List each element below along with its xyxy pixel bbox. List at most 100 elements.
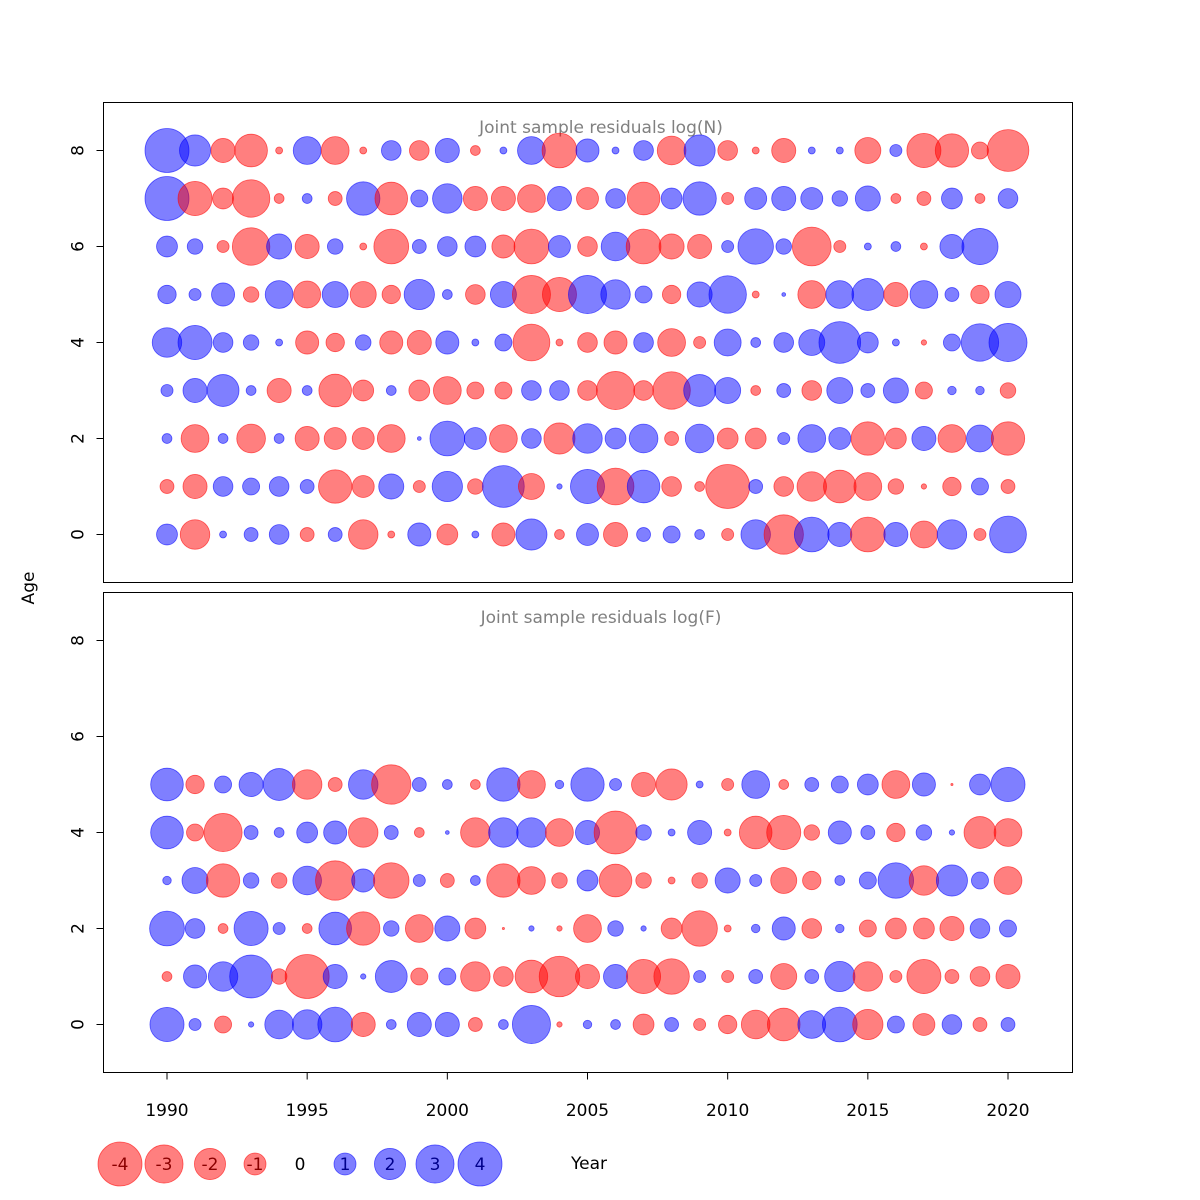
residual-bubble bbox=[744, 187, 768, 210]
residual-bubble bbox=[327, 238, 344, 255]
residual-bubble bbox=[714, 377, 742, 404]
x-tick-label: 2015 bbox=[846, 1101, 889, 1121]
residual-bubble bbox=[491, 234, 516, 259]
residual-bubble bbox=[554, 779, 565, 790]
residual-bubble bbox=[292, 136, 322, 165]
x-tick-label: 2000 bbox=[426, 1101, 469, 1121]
residual-bubble bbox=[723, 828, 732, 837]
residual-bubble bbox=[664, 431, 679, 446]
residual-bubble bbox=[348, 817, 379, 848]
residual-bubble bbox=[990, 421, 1026, 456]
residual-bubble bbox=[270, 968, 288, 985]
residual-bubble bbox=[381, 140, 402, 161]
residual-bubble bbox=[517, 136, 546, 165]
residual-bubble bbox=[556, 483, 563, 490]
residual-bubble bbox=[488, 817, 519, 848]
residual-bubble bbox=[748, 969, 764, 984]
residual-bubble bbox=[850, 516, 886, 553]
residual-bubble bbox=[434, 915, 461, 942]
residual-bubble bbox=[242, 872, 260, 889]
residual-bubble bbox=[161, 971, 173, 982]
residual-bubble bbox=[151, 327, 183, 358]
residual-bubble bbox=[408, 379, 431, 402]
residual-bubble bbox=[971, 871, 989, 890]
residual-bubble bbox=[607, 920, 624, 937]
residual-bubble bbox=[406, 1012, 432, 1037]
residual-bubble bbox=[990, 767, 1026, 802]
residual-bubble bbox=[573, 914, 602, 943]
residual-bubble bbox=[883, 282, 909, 307]
residual-bubble bbox=[604, 427, 627, 450]
residual-bubble bbox=[577, 236, 598, 257]
residual-bubble bbox=[737, 228, 774, 265]
residual-bubble bbox=[950, 783, 954, 787]
residual-bubble bbox=[943, 333, 961, 352]
panel-bottom-bubbles bbox=[149, 764, 1026, 1044]
residual-bubble bbox=[801, 380, 823, 401]
residual-bubble bbox=[687, 820, 713, 845]
residual-bubble bbox=[890, 241, 902, 252]
residual-bubble bbox=[801, 918, 823, 939]
residual-bubble bbox=[438, 967, 457, 986]
residual-bubble bbox=[150, 815, 184, 850]
residual-bubble bbox=[262, 768, 296, 801]
residual-bubble bbox=[499, 146, 508, 155]
y-tick-label: 6 bbox=[69, 731, 89, 742]
residual-bubble bbox=[693, 336, 707, 349]
residual-bubble bbox=[486, 767, 521, 802]
residual-bubble bbox=[359, 146, 368, 155]
y-tick-label: 0 bbox=[69, 1019, 89, 1030]
residual-bubble bbox=[406, 330, 432, 355]
panel-top-title: Joint sample residuals log(N) bbox=[478, 118, 723, 138]
residual-bubble bbox=[482, 465, 525, 508]
residual-bubble bbox=[915, 824, 933, 841]
residual-bubble bbox=[383, 920, 400, 937]
y-tick-label: 2 bbox=[69, 923, 89, 934]
residual-bubble bbox=[294, 234, 320, 259]
residual-bubble bbox=[771, 916, 796, 941]
residual-bubble bbox=[460, 817, 491, 848]
residual-bubble bbox=[609, 778, 622, 791]
residual-bubble bbox=[682, 181, 717, 216]
residual-bubble bbox=[920, 339, 927, 346]
residual-bubble bbox=[721, 240, 735, 253]
residual-bubble bbox=[383, 825, 399, 840]
residual-bubble bbox=[653, 958, 690, 995]
residual-bubble bbox=[889, 970, 903, 983]
residual-bubble bbox=[517, 770, 546, 799]
residual-bubble bbox=[885, 427, 907, 450]
residual-bubble bbox=[804, 969, 820, 984]
residual-bubble bbox=[352, 379, 375, 402]
residual-bubble bbox=[231, 179, 271, 218]
residual-bubble bbox=[322, 964, 348, 989]
residual-bubble bbox=[183, 964, 207, 989]
residual-bubble bbox=[632, 1013, 655, 1036]
residual-bubble bbox=[773, 332, 794, 353]
residual-bubble bbox=[465, 284, 486, 305]
residual-bubble bbox=[273, 433, 285, 444]
panel-top: Joint sample residuals log(N) 0 2 4 6 8 bbox=[69, 102, 1073, 583]
residual-bubble bbox=[683, 374, 716, 407]
residual-bubble bbox=[851, 278, 885, 311]
residual-bubble bbox=[771, 138, 797, 163]
residual-bubble bbox=[264, 1009, 294, 1040]
residual-bubble bbox=[993, 818, 1023, 847]
residual-bubble bbox=[633, 140, 654, 161]
residual-bubble bbox=[541, 132, 578, 169]
residual-bubble bbox=[159, 479, 175, 494]
residual-bubble bbox=[184, 918, 206, 939]
residual-bubble bbox=[860, 383, 876, 398]
residual-bubble bbox=[660, 187, 683, 210]
residual-bubble bbox=[797, 280, 827, 309]
residual-bubble bbox=[470, 779, 481, 790]
residual-bubble bbox=[610, 1019, 621, 1030]
residual-bubble bbox=[611, 146, 620, 155]
residual-bubble bbox=[635, 872, 652, 889]
residual-bubble bbox=[299, 479, 315, 494]
residual-bubble bbox=[947, 385, 957, 396]
panel-bottom-y-axis: 0 2 4 6 8 bbox=[69, 635, 104, 1030]
residual-bubble bbox=[511, 1005, 551, 1044]
residual-bubble bbox=[850, 421, 885, 456]
legend-label: 2 bbox=[385, 1155, 396, 1175]
residual-bubble bbox=[203, 813, 243, 852]
